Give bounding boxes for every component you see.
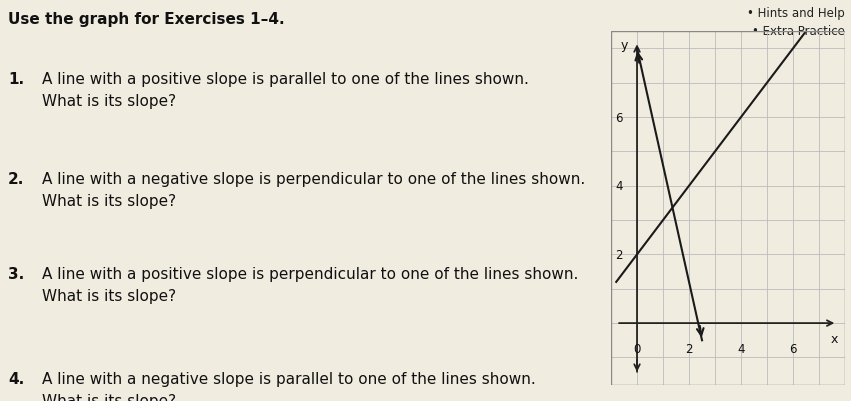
Text: x: x bbox=[831, 332, 838, 345]
Text: 4: 4 bbox=[737, 342, 745, 355]
Text: 6: 6 bbox=[789, 342, 797, 355]
Text: 4.: 4. bbox=[8, 371, 24, 386]
Text: A line with a positive slope is perpendicular to one of the lines shown.: A line with a positive slope is perpendi… bbox=[42, 266, 579, 281]
Text: 2.: 2. bbox=[8, 172, 25, 186]
Text: 2: 2 bbox=[615, 248, 623, 261]
Text: 4: 4 bbox=[615, 180, 623, 193]
Text: A line with a positive slope is parallel to one of the lines shown.: A line with a positive slope is parallel… bbox=[42, 72, 528, 87]
Text: What is its slope?: What is its slope? bbox=[42, 194, 176, 209]
Text: • Hints and Help
• Extra Practice: • Hints and Help • Extra Practice bbox=[747, 7, 845, 38]
Text: 6: 6 bbox=[615, 111, 623, 124]
Text: Use the graph for Exercises 1–4.: Use the graph for Exercises 1–4. bbox=[8, 12, 284, 27]
Text: What is its slope?: What is its slope? bbox=[42, 288, 176, 303]
Text: 2: 2 bbox=[685, 342, 693, 355]
Text: 1.: 1. bbox=[8, 72, 24, 87]
Text: A line with a negative slope is perpendicular to one of the lines shown.: A line with a negative slope is perpendi… bbox=[42, 172, 585, 186]
Text: y: y bbox=[620, 39, 628, 52]
Text: What is its slope?: What is its slope? bbox=[42, 393, 176, 401]
Text: What is its slope?: What is its slope? bbox=[42, 94, 176, 109]
Text: A line with a negative slope is parallel to one of the lines shown.: A line with a negative slope is parallel… bbox=[42, 371, 536, 386]
Text: 3.: 3. bbox=[8, 266, 24, 281]
Text: 0: 0 bbox=[633, 342, 641, 355]
